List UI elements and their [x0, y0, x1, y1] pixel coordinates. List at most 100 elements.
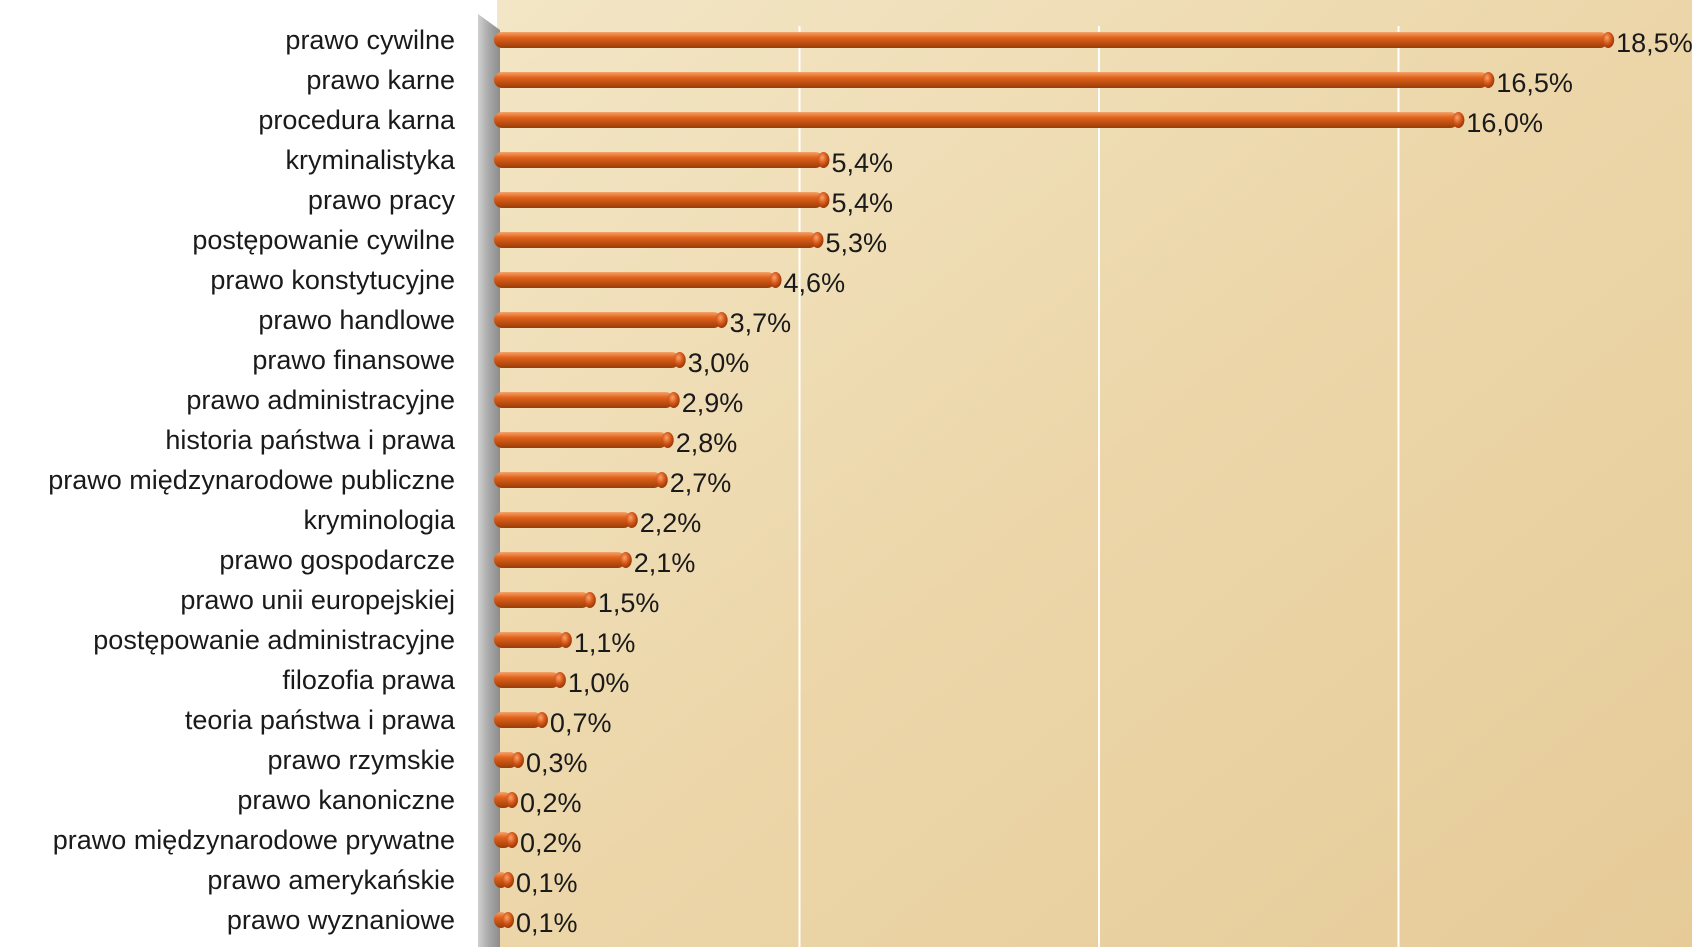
value-label: 2,2% — [640, 508, 702, 538]
category-label: prawo wyznaniowe — [227, 905, 455, 935]
bar — [494, 752, 524, 768]
bar-cap — [505, 832, 518, 848]
value-label: 5,4% — [831, 188, 893, 218]
bar-cap — [502, 872, 514, 888]
bar-body — [494, 592, 590, 608]
bar-cap — [1452, 112, 1465, 128]
value-label: 3,0% — [688, 348, 750, 378]
value-label: 3,7% — [730, 308, 792, 338]
value-labels: 18,5% 16,5% 16,0% 5,4% 5,4% 5,3% 4,6% 3,7% 3,0% 2… — [516, 28, 1692, 938]
category-label: prawo kanoniczne — [237, 785, 455, 815]
bar-body — [494, 272, 776, 288]
value-label: 0,2% — [520, 788, 582, 818]
bar — [494, 432, 674, 448]
bar-cap — [559, 632, 572, 648]
bar-cap — [625, 512, 638, 528]
bar-cap — [1602, 32, 1615, 48]
category-label: prawo konstytucyjne — [210, 265, 455, 295]
value-label: 5,3% — [825, 228, 887, 258]
category-label: procedura karna — [258, 105, 456, 135]
bar-cap — [1482, 72, 1495, 88]
category-label: prawo gospodarcze — [219, 545, 455, 575]
category-label: prawo rzymskie — [267, 745, 455, 775]
category-label: prawo administracyjne — [186, 385, 455, 415]
category-label: postępowanie cywilne — [192, 225, 455, 255]
bar — [494, 232, 824, 248]
bar — [494, 832, 518, 848]
category-label: prawo międzynarodowe prywatne — [53, 825, 455, 855]
bar-body — [494, 312, 722, 328]
bar-cap — [655, 472, 668, 488]
value-label: 1,5% — [598, 588, 660, 618]
value-label: 0,7% — [550, 708, 612, 738]
bar-body — [494, 472, 662, 488]
bar-cap — [715, 312, 728, 328]
category-label: prawo międzynarodowe publiczne — [48, 465, 455, 495]
bar — [494, 912, 514, 928]
bar — [494, 192, 830, 208]
bar-body — [494, 432, 668, 448]
bar-cap — [817, 152, 830, 168]
value-label: 0,1% — [516, 908, 578, 938]
bar — [494, 672, 566, 688]
bar — [494, 632, 572, 648]
bars — [494, 32, 1615, 928]
bar — [494, 712, 548, 728]
value-label: 2,9% — [682, 388, 744, 418]
bar-cap — [505, 792, 518, 808]
bar — [494, 392, 680, 408]
bar-body — [494, 152, 824, 168]
bar-body — [494, 192, 824, 208]
bar-body — [494, 72, 1489, 88]
bar-body — [494, 392, 674, 408]
bar — [494, 512, 638, 528]
value-label: 1,1% — [574, 628, 636, 658]
bar-cap — [511, 752, 524, 768]
bar — [494, 472, 668, 488]
category-label: postępowanie administracyjne — [93, 625, 455, 655]
value-label: 16,5% — [1496, 68, 1573, 98]
value-label: 2,8% — [676, 428, 738, 458]
bar-body — [494, 32, 1609, 48]
value-label: 0,2% — [520, 828, 582, 858]
bar-cap — [817, 192, 830, 208]
bar-body — [494, 512, 632, 528]
bar-cap — [673, 352, 686, 368]
bar-body — [494, 112, 1459, 128]
bar — [494, 32, 1615, 48]
value-label: 18,5% — [1616, 28, 1692, 58]
category-label: kryminalistyka — [285, 145, 456, 175]
category-label: teoria państwa i prawa — [185, 705, 456, 735]
bar — [494, 872, 514, 888]
bar — [494, 272, 782, 288]
category-label: prawo amerykańskie — [207, 865, 455, 895]
bar-cap — [811, 232, 824, 248]
value-label: 1,0% — [568, 668, 630, 698]
value-label: 4,6% — [784, 268, 846, 298]
category-label: filozofia prawa — [282, 665, 456, 695]
category-label: kryminologia — [303, 505, 456, 535]
bar-cap — [553, 672, 566, 688]
bar-cap — [535, 712, 548, 728]
bar-body — [494, 672, 560, 688]
bar-cap — [667, 392, 680, 408]
bar-body — [494, 552, 626, 568]
bar-cap — [769, 272, 782, 288]
value-label: 0,1% — [516, 868, 578, 898]
grid-lines — [798, 26, 1400, 947]
value-label: 2,1% — [634, 548, 696, 578]
value-label: 5,4% — [831, 148, 893, 178]
bar-cap — [619, 552, 632, 568]
category-label: historia państwa i prawa — [165, 425, 456, 455]
category-label: prawo unii europejskiej — [180, 585, 455, 615]
category-label: prawo handlowe — [258, 305, 455, 335]
bar-body — [494, 232, 818, 248]
value-label: 16,0% — [1466, 108, 1543, 138]
bar-cap — [661, 432, 674, 448]
category-label: prawo pracy — [308, 185, 456, 215]
bar-body — [494, 352, 680, 368]
value-label: 2,7% — [670, 468, 732, 498]
bar-body — [494, 712, 542, 728]
bar — [494, 552, 632, 568]
